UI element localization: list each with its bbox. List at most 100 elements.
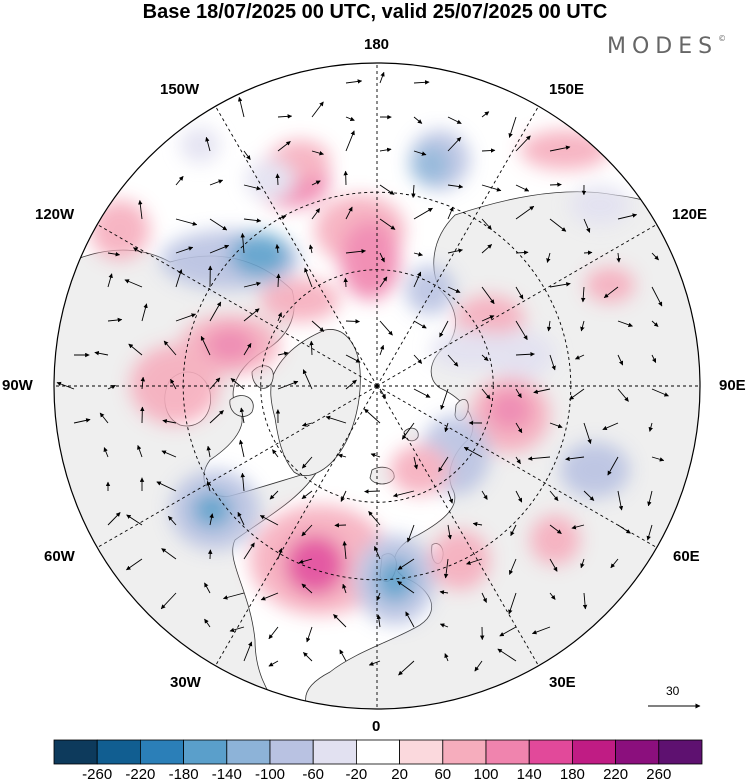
wind-arrow (397, 558, 415, 570)
wind-arrow (508, 592, 517, 615)
wind-arrow (379, 252, 385, 263)
wind-arrow (565, 456, 585, 462)
anomaly-blob (230, 233, 290, 277)
colorbar-cell (53, 739, 98, 765)
wind-arrow (413, 354, 423, 364)
wind-arrow (209, 410, 224, 424)
wind-arrow (175, 175, 184, 186)
wind-arrow (439, 320, 449, 338)
wind-arrow (276, 273, 281, 288)
wind-arrow (275, 244, 280, 254)
anomaly-blob (205, 327, 255, 363)
wind-arrow (401, 422, 415, 440)
anomaly-blob (340, 220, 400, 300)
anomaly-blob (90, 200, 150, 260)
wind-arrow (345, 249, 366, 254)
wind-arrow (137, 444, 143, 458)
wind-arrow (413, 150, 427, 156)
wind-arrow (444, 653, 449, 662)
colorbar-cell (572, 739, 617, 765)
wind-arrow (466, 558, 483, 565)
wind-arrow (376, 592, 381, 602)
wind-arrow (376, 614, 382, 628)
wind-arrow (447, 248, 463, 254)
wind-arrow (243, 218, 262, 223)
brand-mark: © (718, 34, 727, 43)
wind-arrow (161, 548, 177, 560)
wind-arrow (311, 208, 321, 220)
wind-arrow (107, 251, 121, 257)
colorbar-cell (528, 739, 573, 765)
wind-arrow (209, 513, 214, 526)
wind-arrow (647, 490, 653, 507)
wind-arrow (440, 388, 449, 410)
lon-label-150e: 150E (549, 81, 585, 98)
wind-arrow (447, 206, 454, 220)
wind-arrow (481, 315, 495, 322)
wind-arrow (447, 184, 464, 189)
colorbar-cell (183, 739, 228, 765)
wind-arrow (515, 388, 522, 399)
colorbar-cell (269, 739, 314, 765)
anomaly-blob (390, 445, 450, 495)
wind-arrow (107, 273, 113, 288)
wind-arrow (379, 218, 396, 230)
wind-arrow (206, 445, 211, 458)
wind-arrow (413, 252, 423, 257)
wind-arrow (175, 269, 183, 288)
wind-arrow (275, 173, 280, 186)
wind-arrow (237, 96, 245, 118)
wind-arrow (277, 380, 299, 390)
wind-arrow (337, 453, 347, 459)
wind-arrow (342, 583, 347, 594)
lon-label-180: 180 (364, 36, 390, 53)
wind-arrow (617, 354, 624, 366)
colorbar-cell (442, 739, 487, 765)
wind-arrow (126, 558, 143, 571)
wind-arrow (447, 490, 454, 504)
wind-arrow (515, 351, 535, 357)
lon-label-30e: 30E (549, 674, 576, 691)
colorbar-cell (226, 739, 271, 765)
wind-arrow (268, 626, 279, 640)
map-title: Base 18/07/2025 00 UTC, valid 25/07/2025… (142, 1, 608, 23)
anomaly-blob (585, 267, 635, 303)
wind-arrow (325, 415, 347, 424)
wind-arrow (168, 515, 177, 526)
wind-arrow (163, 340, 177, 356)
wind-arrow (574, 354, 585, 360)
wind-arrow (230, 378, 245, 390)
wind-arrow (209, 377, 221, 390)
brand-name: MODES (607, 34, 719, 59)
wind-arrow (474, 660, 483, 672)
wind-arrow (103, 447, 109, 458)
wind-arrow (56, 381, 75, 390)
wind-arrow (204, 618, 211, 628)
wind-arrow (205, 136, 211, 152)
wind-arrow (481, 244, 493, 254)
wind-arrow (405, 611, 415, 628)
wind-arrow (345, 130, 355, 152)
wind-arrow (508, 558, 517, 575)
wind-arrow (413, 271, 422, 288)
wind-arrow (339, 649, 347, 662)
lon-label-120e: 120E (672, 206, 708, 223)
anomaly-blob (560, 442, 630, 498)
wind-arrow (140, 376, 146, 390)
wind-arrow (243, 308, 260, 322)
colorbar-tick-label: -180 (168, 766, 199, 783)
wind-arrow (583, 490, 595, 501)
wind-arrow (582, 592, 588, 610)
wind-arrow (229, 626, 245, 633)
wind-arrow (138, 199, 143, 220)
wind-arrow (481, 148, 496, 153)
wind-arrow (546, 320, 552, 332)
wind-arrow (549, 282, 571, 288)
wind-arrow (240, 472, 246, 492)
wind-arrow (648, 422, 653, 432)
colorbar-tick-label: -60 (302, 766, 325, 783)
wind-arrow (531, 626, 551, 635)
wind-arrow (126, 514, 143, 526)
wind-arrow (499, 626, 517, 637)
wind-arrow (617, 490, 624, 511)
